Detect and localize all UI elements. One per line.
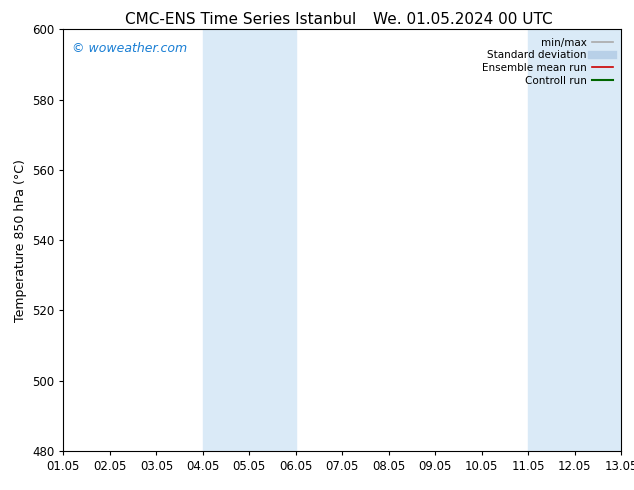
Text: We. 01.05.2024 00 UTC: We. 01.05.2024 00 UTC bbox=[373, 12, 553, 27]
Legend: min/max, Standard deviation, Ensemble mean run, Controll run: min/max, Standard deviation, Ensemble me… bbox=[479, 35, 616, 89]
Text: CMC-ENS Time Series Istanbul: CMC-ENS Time Series Istanbul bbox=[126, 12, 356, 27]
Bar bbox=[528, 29, 621, 451]
Y-axis label: Temperature 850 hPa (°C): Temperature 850 hPa (°C) bbox=[13, 159, 27, 321]
Text: © woweather.com: © woweather.com bbox=[72, 42, 187, 55]
Bar bbox=[203, 29, 296, 451]
